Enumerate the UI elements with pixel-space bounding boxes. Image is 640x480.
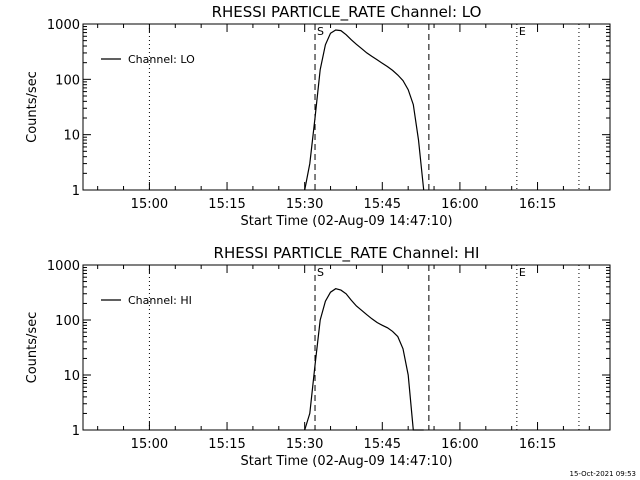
y-tick-label: 100 <box>55 73 80 88</box>
x-tick-label: 15:30 <box>286 437 323 452</box>
chart-title: RHESSI PARTICLE_RATE Channel: LO <box>212 3 482 22</box>
x-tick-label: 16:00 <box>441 197 478 212</box>
chart-panel-0: RHESSI PARTICLE_RATE Channel: LO Start Ti… <box>25 3 611 229</box>
y-tick-label: 1000 <box>47 18 80 33</box>
y-axis-label: Counts/sec <box>25 312 40 384</box>
y-tick-label: 1 <box>72 424 80 439</box>
chart-panel-1: RHESSI PARTICLE_RATE Channel: HI Start Ti… <box>25 244 611 469</box>
series-line-0 <box>304 288 424 431</box>
x-tick-label: 15:00 <box>131 437 168 452</box>
time-marker-label: E <box>519 266 526 279</box>
x-tick-label: 15:45 <box>364 197 401 212</box>
y-tick-label: 100 <box>55 314 80 329</box>
plot-frame <box>82 264 611 431</box>
time-marker-label: E <box>519 25 526 38</box>
y-tick-label: 10 <box>63 129 80 144</box>
legend: Channel: LO <box>101 53 195 66</box>
x-tick-label: 15:00 <box>131 197 168 212</box>
x-axis-label: Start Time (02-Aug-09 14:47:10) <box>240 454 452 469</box>
legend-entry: Channel: HI <box>128 294 192 307</box>
time-marker-label: S <box>317 25 324 38</box>
y-tick-label: 1000 <box>47 259 80 274</box>
timestamp: 15-Oct-2021 09:53 <box>569 470 636 478</box>
x-tick-label: 15:15 <box>208 437 245 452</box>
plot-frame <box>82 23 611 191</box>
x-axis-label: Start Time (02-Aug-09 14:47:10) <box>240 214 452 229</box>
series-line-0 <box>304 29 425 191</box>
y-tick-label: 10 <box>63 369 80 384</box>
chart-title: RHESSI PARTICLE_RATE Channel: HI <box>214 244 480 263</box>
x-tick-label: 16:00 <box>441 437 478 452</box>
x-tick-label: 15:30 <box>286 197 323 212</box>
y-axis-label: Counts/sec <box>25 71 40 143</box>
legend-entry: Channel: LO <box>128 53 195 66</box>
x-tick-label: 16:15 <box>519 197 556 212</box>
y-tick-label: 1 <box>72 184 80 199</box>
x-tick-label: 15:15 <box>208 197 245 212</box>
x-tick-label: 16:15 <box>519 437 556 452</box>
legend: Channel: HI <box>101 294 192 307</box>
time-marker-label: S <box>317 266 324 279</box>
x-tick-label: 15:45 <box>364 437 401 452</box>
